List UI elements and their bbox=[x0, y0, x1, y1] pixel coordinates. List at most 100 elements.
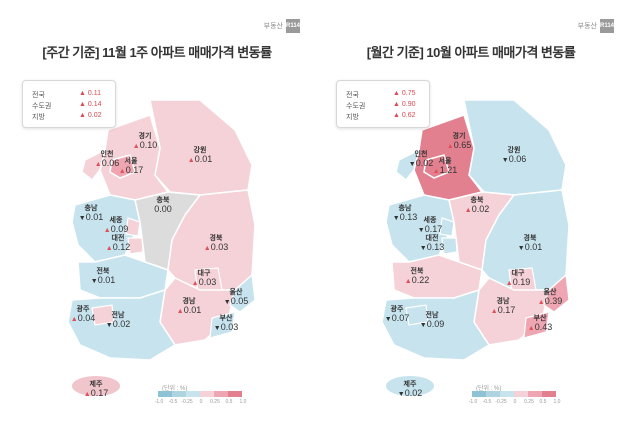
trend-down-icon: ▼ bbox=[408, 161, 416, 168]
monthly-scale-ticks: -1.0 -0.5 -0.25 0 0.25 0.5 1.0 bbox=[468, 399, 561, 405]
monthly-label-gyeonggi: 경기 ▲0.65 bbox=[446, 133, 472, 150]
monthly-color-scale bbox=[472, 391, 556, 397]
monthly-label-daejeon: 대전 ▼0.13 bbox=[419, 235, 445, 252]
monthly-region-ulsan bbox=[543, 273, 570, 313]
monthly-summary-provincial: 지방 ▲ 0.62 bbox=[346, 112, 416, 121]
weekly-label-jeonnam: 전남 ▼0.02 bbox=[105, 312, 131, 329]
monthly-label-daegu: 대구 ▲0.19 bbox=[505, 270, 531, 287]
weekly-region-daejeon bbox=[127, 237, 144, 255]
monthly-label-jeonbuk: 전북 ▲0.22 bbox=[404, 268, 430, 285]
trend-down-icon: ▼ bbox=[223, 299, 231, 306]
monthly-summary-capital: 수도권 ▲ 0.90 bbox=[346, 101, 416, 110]
monthly-korea-map bbox=[381, 99, 570, 396]
trend-down-icon: ▼ bbox=[419, 322, 427, 329]
trend-up-icon: ▲ bbox=[404, 278, 412, 285]
trend-up-icon: ▲ bbox=[191, 280, 199, 287]
monthly-label-gyeongbuk: 경북 ▼0.01 bbox=[517, 235, 543, 252]
monthly-label-ulsan: 울산 ▲0.39 bbox=[537, 289, 563, 306]
monthly-label-jeonnam: 전남 ▼0.09 bbox=[419, 312, 445, 329]
weekly-scale-ticks: -1.0 -0.5 -0.25 0 0.25 0.5 1.0 bbox=[154, 399, 247, 405]
monthly-summary-box: 전국 ▲ 0.75 수도권 ▲ 0.90 지방 ▲ 0.62 bbox=[336, 80, 430, 128]
trend-up-icon: ▲ bbox=[527, 325, 535, 332]
monthly-region-sejong bbox=[439, 217, 455, 237]
trend-up-icon: ▲ bbox=[83, 391, 91, 398]
trend-down-icon: ▼ bbox=[384, 316, 392, 323]
brand-text: 부동산 bbox=[263, 23, 283, 30]
monthly-summary-national: 전국 ▲ 0.75 bbox=[346, 90, 416, 99]
weekly-region-gwangju bbox=[91, 304, 115, 326]
monthly-title: [월간 기준] 10월 아파트 매매가격 변동률 bbox=[366, 45, 576, 60]
trend-up-icon: ▲ bbox=[432, 168, 440, 175]
monthly-region-jeonbuk bbox=[391, 254, 483, 299]
weekly-summary-capital: 수도권 ▲ 0.14 bbox=[32, 101, 102, 110]
monthly-scale-unit: (단위 : %) bbox=[476, 386, 502, 392]
monthly-label-jeju: 제주 ▼0.02 bbox=[397, 381, 423, 398]
weekly-label-jeju: 제주 ▲0.17 bbox=[83, 381, 109, 398]
trend-up-icon: ▲ bbox=[505, 280, 513, 287]
weekly-region-jeju bbox=[72, 376, 120, 396]
trend-down-icon: ▼ bbox=[501, 157, 509, 164]
weekly-label-daejeon: 대전 ▲0.12 bbox=[105, 235, 131, 252]
monthly-region-seoul bbox=[423, 154, 450, 179]
trend-down-icon: ▼ bbox=[90, 278, 98, 285]
trend-down-icon: ▼ bbox=[105, 322, 113, 329]
brand-logo: 부동산 R114 bbox=[264, 19, 300, 33]
trend-down-icon: ▼ bbox=[78, 215, 86, 222]
weekly-summary-national: 전국 ▲ 0.11 bbox=[32, 90, 101, 99]
weekly-title: [주간 기준] 11월 1주 아파트 매매가격 변동률 bbox=[42, 45, 272, 60]
trend-down-icon: ▼ bbox=[517, 245, 525, 252]
weekly-region-ulsan bbox=[229, 273, 256, 313]
weekly-label-sejong: 세종 ▲0.09 bbox=[103, 217, 129, 234]
weekly-label-gwangju: 광주 ▲0.04 bbox=[70, 306, 96, 323]
trend-up-icon: ▲ bbox=[203, 245, 211, 252]
weekly-region-busan bbox=[209, 311, 236, 339]
brand-badge: R114 bbox=[286, 19, 300, 33]
monthly-label-seoul: 서울 ▲1.21 bbox=[432, 158, 458, 175]
trend-up-icon: ▲ bbox=[132, 143, 140, 150]
monthly-region-incheon bbox=[395, 148, 421, 182]
weekly-label-gyeonggi: 경기 ▲0.10 bbox=[132, 133, 158, 150]
trend-up-icon: ▲ bbox=[537, 299, 545, 306]
trend-up-icon: ▲ bbox=[118, 168, 126, 175]
trend-up-icon: ▲ bbox=[176, 308, 184, 315]
monthly-panel: 부동산 R114 [월간 기준] 10월 아파트 매매가격 변동률 전국 ▲ 0.… bbox=[314, 0, 628, 439]
weekly-label-gyeongnam: 경남 ▲0.01 bbox=[176, 298, 202, 315]
brand-logo: 부동산 R114 bbox=[578, 19, 614, 33]
weekly-scale-unit: (단위 : %) bbox=[162, 386, 188, 392]
brand-badge: R114 bbox=[600, 19, 614, 33]
weekly-label-chungbuk: 충북 0.00 bbox=[154, 197, 172, 214]
weekly-region-seoul bbox=[109, 154, 136, 179]
trend-up-icon: ▲ bbox=[187, 157, 195, 164]
monthly-region-gwangju bbox=[405, 304, 429, 326]
trend-up-icon: ▲ bbox=[446, 143, 454, 150]
weekly-panel: 부동산 R114 [주간 기준] 11월 1주 아파트 매매가격 변동률 bbox=[22, 19, 300, 405]
weekly-color-scale bbox=[158, 391, 242, 397]
trend-down-icon: ▼ bbox=[213, 325, 221, 332]
trend-down-icon: ▼ bbox=[417, 227, 425, 234]
weekly-region-sejong bbox=[125, 217, 141, 237]
weekly-label-gangwon: 강원 ▲0.01 bbox=[187, 147, 213, 164]
trend-up-icon: ▲ bbox=[105, 245, 113, 252]
monthly-label-chungnam: 충남 ▼0.13 bbox=[392, 205, 418, 222]
monthly-label-chungbuk: 충북 ▲0.02 bbox=[464, 197, 490, 214]
weekly-summary-provincial: 지방 ▲ 0.02 bbox=[32, 112, 102, 121]
trend-up-icon: ▲ bbox=[70, 316, 78, 323]
weekly-label-chungnam: 충남 ▼0.01 bbox=[78, 205, 104, 222]
weekly-label-incheon: 인천 ▲0.06 bbox=[94, 151, 120, 168]
weekly-label-daegu: 대구 ▲0.03 bbox=[191, 270, 217, 287]
weekly-region-incheon bbox=[81, 148, 107, 182]
monthly-label-gwangju: 광주 ▼0.07 bbox=[384, 306, 410, 323]
monthly-region-busan bbox=[523, 311, 550, 339]
weekly-label-jeonbuk: 전북 ▼0.01 bbox=[90, 268, 116, 285]
trend-up-icon: ▲ bbox=[490, 308, 498, 315]
weekly-label-seoul: 서울 ▲0.17 bbox=[118, 158, 144, 175]
weekly-korea-map bbox=[67, 99, 256, 396]
trend-up-icon: ▲ bbox=[464, 207, 472, 214]
monthly-label-gyeongnam: 경남 ▲0.17 bbox=[490, 298, 516, 315]
monthly-label-incheon: 인천 ▼0.02 bbox=[408, 151, 434, 168]
weekly-label-gyeongbuk: 경북 ▲0.03 bbox=[203, 235, 229, 252]
weekly-label-ulsan: 울산 ▼0.05 bbox=[223, 289, 249, 306]
monthly-region-jeju bbox=[386, 376, 434, 396]
weekly-region-jeonbuk bbox=[77, 254, 169, 299]
brand-text: 부동산 bbox=[577, 23, 597, 30]
